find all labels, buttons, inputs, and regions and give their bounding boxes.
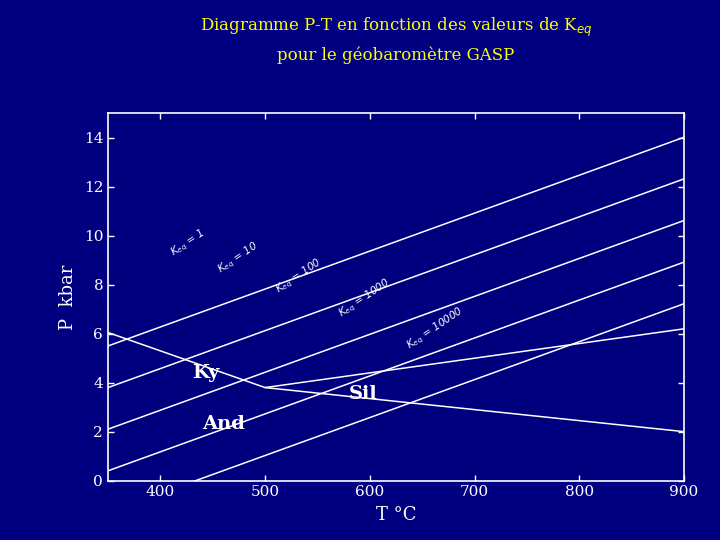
X-axis label: T °C: T °C xyxy=(376,507,416,524)
Text: K$_{eq}$ = 1: K$_{eq}$ = 1 xyxy=(168,227,208,260)
Text: K$_{eq}$ = 10: K$_{eq}$ = 10 xyxy=(215,240,261,278)
Text: K$_{eq}$ = 1000: K$_{eq}$ = 1000 xyxy=(336,276,393,321)
Y-axis label: P  kbar: P kbar xyxy=(59,264,77,330)
Text: And: And xyxy=(202,415,245,433)
Text: Ky: Ky xyxy=(192,364,219,382)
Text: Diagramme P-T en fonction des valeurs de K$_{eq}$
pour le géobaromètre GASP: Diagramme P-T en fonction des valeurs de… xyxy=(199,16,593,64)
Text: Sil: Sil xyxy=(349,384,377,403)
Text: K$_{eq}$ = 10000: K$_{eq}$ = 10000 xyxy=(404,305,467,353)
Text: K$_{eq}$ = 100: K$_{eq}$ = 100 xyxy=(273,255,325,297)
